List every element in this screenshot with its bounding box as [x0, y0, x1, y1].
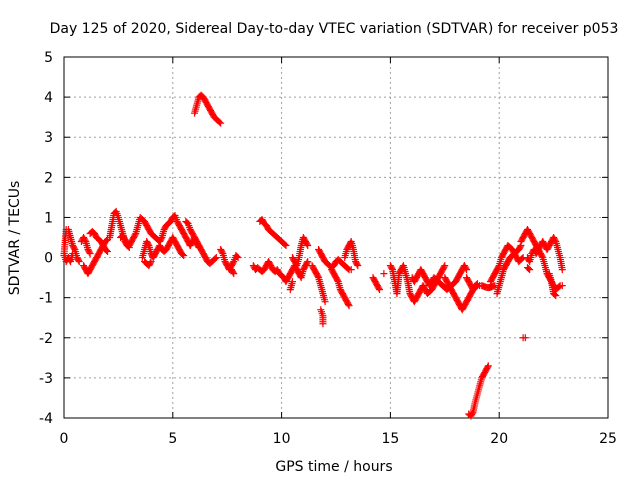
x-tick-label: 25	[599, 431, 617, 447]
data-point	[440, 263, 448, 271]
y-tick-label: -4	[39, 411, 53, 427]
data-point	[516, 243, 524, 251]
x-tick-label: 5	[168, 431, 177, 447]
data-point	[146, 259, 154, 267]
y-tick-label: 3	[44, 130, 53, 146]
data-point	[303, 259, 311, 267]
data-point	[494, 263, 502, 271]
y-axis: -4 -3 -2 -1 0 1 2 3 4 5	[39, 50, 608, 427]
data-point	[144, 240, 152, 248]
data-point	[472, 281, 480, 289]
data-point	[525, 265, 533, 273]
data-point	[75, 256, 83, 264]
data-point	[388, 264, 396, 272]
data-point	[538, 252, 546, 260]
data-point	[344, 265, 352, 273]
y-tick-label: 0	[44, 251, 53, 267]
data-point	[102, 237, 110, 245]
data-point	[211, 255, 219, 263]
data-point	[147, 258, 155, 266]
data-point	[558, 282, 566, 290]
grid	[64, 57, 608, 418]
data-point	[288, 278, 296, 286]
data-point	[104, 248, 112, 256]
x-tick-label: 10	[273, 431, 291, 447]
y-axis-label: SDTVAR / TECUs	[7, 181, 23, 296]
data-point	[195, 244, 203, 252]
data-point	[69, 250, 77, 258]
data-point	[179, 251, 187, 259]
data-point	[131, 231, 139, 239]
data-point	[75, 258, 83, 266]
data-point	[463, 266, 471, 274]
data-point	[473, 280, 481, 288]
data-point	[344, 300, 352, 308]
data-point	[484, 363, 492, 371]
data-point	[304, 242, 312, 250]
data-point	[85, 248, 93, 256]
data-point	[551, 236, 559, 244]
data-point	[380, 270, 388, 278]
data-point	[375, 284, 383, 292]
chart-title: Day 125 of 2020, Sidereal Day-to-day VTE…	[50, 21, 619, 37]
y-tick-label: 5	[44, 50, 53, 66]
data-point	[233, 253, 241, 261]
data-point	[212, 254, 220, 262]
x-tick-label: 0	[60, 431, 69, 447]
data-point	[484, 362, 492, 370]
data-point	[462, 264, 470, 272]
data-point	[194, 242, 202, 250]
data-point	[555, 283, 563, 291]
data-point	[157, 235, 165, 243]
data-point	[282, 242, 290, 250]
data-point	[526, 266, 534, 274]
data-point	[353, 260, 361, 268]
data-point	[81, 236, 89, 244]
y-tick-label: 2	[44, 170, 53, 186]
data-point	[70, 244, 78, 252]
data-point	[521, 334, 529, 342]
data-point	[229, 268, 237, 276]
data-point	[552, 292, 560, 300]
data-point	[376, 286, 384, 294]
data-point	[441, 262, 449, 270]
plot-border	[63, 56, 609, 419]
data-point	[345, 302, 353, 310]
x-axis: 0 5 10 15 20 25	[60, 57, 617, 447]
data-point	[303, 240, 311, 248]
data-point	[281, 241, 289, 249]
data-series-sdtvar	[60, 91, 566, 420]
data-point	[229, 259, 237, 267]
x-axis-label: GPS time / hours	[275, 459, 392, 475]
data-point	[333, 276, 341, 284]
data-point	[86, 250, 94, 258]
data-point	[518, 255, 526, 263]
data-point	[217, 119, 225, 127]
data-point	[230, 270, 238, 278]
data-point	[234, 254, 242, 262]
plot-frame	[63, 56, 609, 419]
data-point	[319, 320, 327, 328]
data-point	[468, 409, 476, 417]
data-point	[102, 247, 110, 255]
y-tick-label: -2	[39, 331, 53, 347]
x-tick-label: 15	[381, 431, 399, 447]
x-tick-label: 20	[490, 431, 508, 447]
data-point	[321, 298, 329, 306]
data-point	[304, 258, 312, 266]
data-point	[218, 248, 226, 256]
data-point	[558, 266, 566, 274]
y-tick-label: -3	[39, 371, 53, 387]
y-tick-label: 1	[44, 210, 53, 226]
data-point	[551, 291, 559, 299]
data-point	[180, 252, 188, 260]
y-tick-label: 4	[44, 90, 53, 106]
data-point	[216, 118, 224, 126]
data-point	[314, 272, 322, 280]
data-point	[354, 262, 362, 270]
data-point	[347, 266, 355, 274]
y-tick-label: -1	[39, 291, 53, 307]
